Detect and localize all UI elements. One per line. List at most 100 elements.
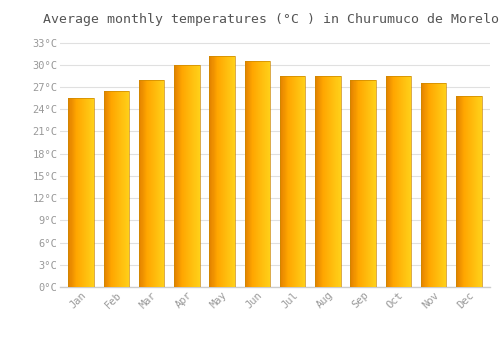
Bar	[121, 91, 122, 287]
Bar	[351, 80, 352, 287]
Bar	[373, 80, 374, 287]
Bar	[223, 56, 224, 287]
Bar	[220, 56, 221, 287]
Bar	[316, 76, 318, 287]
Bar	[230, 56, 231, 287]
Bar	[194, 65, 195, 287]
Bar	[304, 76, 305, 287]
Bar	[480, 96, 481, 287]
Bar	[402, 76, 403, 287]
Bar	[284, 76, 285, 287]
Bar	[176, 65, 178, 287]
Bar	[392, 76, 393, 287]
Bar	[225, 56, 226, 287]
Bar	[350, 80, 376, 287]
Bar	[251, 61, 252, 287]
Bar	[325, 76, 326, 287]
Bar	[366, 80, 367, 287]
Bar	[114, 91, 115, 287]
Bar	[443, 83, 444, 287]
Bar	[329, 76, 330, 287]
Bar	[198, 65, 199, 287]
Bar	[257, 61, 258, 287]
Bar	[328, 76, 329, 287]
Bar	[141, 80, 142, 287]
Bar	[428, 83, 429, 287]
Bar	[330, 76, 331, 287]
Bar	[386, 76, 388, 287]
Bar	[432, 83, 433, 287]
Bar	[156, 80, 158, 287]
Bar	[368, 80, 369, 287]
Bar	[185, 65, 186, 287]
Bar	[355, 80, 356, 287]
Bar	[217, 56, 218, 287]
Bar	[89, 98, 90, 287]
Bar	[321, 76, 322, 287]
Bar	[183, 65, 184, 287]
Bar	[441, 83, 442, 287]
Bar	[83, 98, 84, 287]
Bar	[294, 76, 295, 287]
Bar	[125, 91, 126, 287]
Bar	[327, 76, 328, 287]
Bar	[362, 80, 363, 287]
Bar	[152, 80, 153, 287]
Bar	[370, 80, 372, 287]
Bar	[302, 76, 303, 287]
Bar	[434, 83, 435, 287]
Bar	[421, 83, 446, 287]
Bar	[374, 80, 375, 287]
Bar	[471, 96, 472, 287]
Bar	[368, 80, 370, 287]
Bar	[68, 98, 69, 287]
Bar	[403, 76, 404, 287]
Bar	[161, 80, 162, 287]
Bar	[146, 80, 147, 287]
Bar	[316, 76, 317, 287]
Bar	[322, 76, 323, 287]
Bar	[256, 61, 257, 287]
Bar	[364, 80, 365, 287]
Bar	[91, 98, 92, 287]
Bar	[140, 80, 141, 287]
Bar	[108, 91, 109, 287]
Bar	[263, 61, 264, 287]
Bar	[253, 61, 254, 287]
Bar	[318, 76, 320, 287]
Bar	[445, 83, 446, 287]
Bar	[410, 76, 411, 287]
Bar	[187, 65, 188, 287]
Bar	[124, 91, 125, 287]
Bar	[456, 96, 481, 287]
Bar	[292, 76, 293, 287]
Bar	[157, 80, 158, 287]
Bar	[90, 98, 91, 287]
Bar	[86, 98, 87, 287]
Bar	[372, 80, 373, 287]
Bar	[334, 76, 335, 287]
Bar	[375, 80, 376, 287]
Bar	[297, 76, 298, 287]
Bar	[332, 76, 333, 287]
Bar	[361, 80, 362, 287]
Bar	[122, 91, 123, 287]
Bar	[119, 91, 120, 287]
Bar	[88, 98, 89, 287]
Bar	[429, 83, 430, 287]
Bar	[76, 98, 77, 287]
Bar	[390, 76, 391, 287]
Bar	[139, 80, 140, 287]
Bar	[72, 98, 73, 287]
Bar	[115, 91, 116, 287]
Bar	[299, 76, 300, 287]
Bar	[191, 65, 192, 287]
Bar	[139, 80, 164, 287]
Bar	[323, 76, 324, 287]
Bar	[393, 76, 394, 287]
Bar	[293, 76, 294, 287]
Bar	[150, 80, 151, 287]
Bar	[113, 91, 114, 287]
Bar	[231, 56, 232, 287]
Bar	[430, 83, 431, 287]
